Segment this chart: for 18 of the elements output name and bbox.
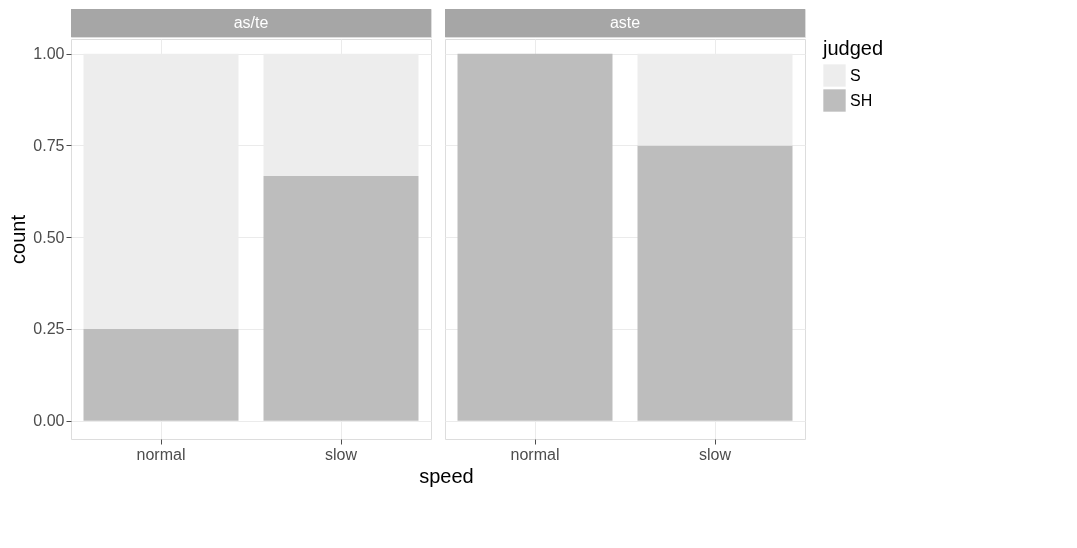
y-tick-label: 0.00 [33, 412, 65, 430]
x-tick-label: slow [698, 445, 732, 463]
legend-label: SH [850, 91, 873, 109]
legend-title: judged [822, 37, 884, 59]
bar [263, 175, 419, 421]
chart-title: aste [609, 14, 641, 31]
y-tick-label: 0.50 [33, 228, 65, 246]
y-tick-label: 0.75 [33, 136, 65, 154]
y-axis-title: count [7, 214, 30, 264]
legend-label: S [850, 66, 861, 84]
y-tick-label: 1.00 [33, 45, 65, 63]
x-tick-label: normal [136, 445, 186, 463]
chart-title: as/te [233, 14, 269, 31]
x-tick-label: slow [324, 445, 358, 463]
x-axis-title: speed [419, 464, 474, 487]
x-tick-label: normal [510, 445, 560, 463]
bar [83, 328, 239, 421]
y-tick-label: 0.25 [33, 320, 65, 338]
